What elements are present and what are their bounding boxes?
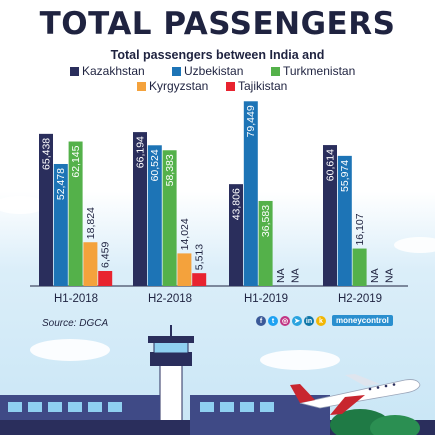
control-tower-icon <box>148 325 194 435</box>
x-tick-label: H1-2018 <box>54 293 98 305</box>
data-label: 60,614 <box>324 149 336 181</box>
legend-item-turkmenistan: Turkmenistan <box>271 64 355 78</box>
legend-swatch <box>70 66 79 76</box>
source-note: Source: DGCA <box>42 318 109 329</box>
data-label: 6,459 <box>100 242 112 268</box>
legend-label: Turkmenistan <box>283 64 356 78</box>
koo-icon[interactable]: k <box>316 316 326 326</box>
bar-uzbekistan-h2-2018 <box>147 145 162 286</box>
instagram-icon[interactable]: ◎ <box>280 316 290 326</box>
legend-item-tajikistan: Tajikistan <box>226 79 287 93</box>
data-label: 62,145 <box>70 145 82 177</box>
data-label: 55,974 <box>339 160 351 192</box>
data-label: 43,806 <box>230 188 242 220</box>
legend-label: Uzbekistan <box>184 64 244 78</box>
bar-tajikistan-h2-2018 <box>192 273 207 286</box>
na-label: NA <box>290 268 302 283</box>
data-label: 52,478 <box>55 168 67 200</box>
airplane-icon <box>290 374 421 415</box>
bar-kazakhstan-h2-2018 <box>133 132 147 286</box>
data-label: 14,024 <box>179 218 191 250</box>
legend-label: Tajikistan <box>238 79 288 93</box>
bar-kazakhstan-h2-2019 <box>323 145 337 286</box>
legend-item-kazakhstan: Kazakhstan <box>70 64 145 78</box>
x-tick-label: H2-2019 <box>338 293 382 305</box>
legend-swatch <box>271 66 280 76</box>
data-label: 66,194 <box>134 136 146 168</box>
legend-swatch <box>172 66 181 76</box>
na-label: NA <box>369 268 381 283</box>
data-label: 36,583 <box>260 205 272 237</box>
legend-swatch <box>226 81 235 91</box>
bar-uzbekistan-h1-2018 <box>53 163 68 286</box>
data-label: 58,383 <box>164 154 176 186</box>
social-icons: f t ◎ ➤ in k <box>256 316 326 326</box>
bar-kyrgyzstan-h2-2018 <box>177 253 192 286</box>
x-tick-label: H1-2019 <box>244 293 288 305</box>
facebook-icon[interactable]: f <box>256 316 266 326</box>
legend-label: Kazakhstan <box>82 64 145 78</box>
bar-turkmenistan-h1-2018 <box>68 141 83 286</box>
legend-swatch <box>137 81 146 91</box>
data-label: 5,513 <box>194 244 206 270</box>
bar-uzbekistan-h2-2019 <box>337 155 352 286</box>
bar-turkmenistan-h2-2018 <box>162 150 177 286</box>
na-label: NA <box>275 268 287 283</box>
telegram-icon[interactable]: ➤ <box>292 316 302 326</box>
bar-kyrgyzstan-h1-2018 <box>83 242 98 286</box>
brand-logo[interactable]: moneycontrol <box>332 315 393 326</box>
legend-label: Kyrgyzstan <box>149 79 209 93</box>
data-label: 16,107 <box>354 213 366 245</box>
cloud-shapes <box>0 140 435 370</box>
twitter-icon[interactable]: t <box>268 316 278 326</box>
data-label: 18,824 <box>85 207 97 239</box>
data-label: 60,524 <box>149 149 161 181</box>
x-tick-label: H2-2018 <box>148 293 192 305</box>
bar-uzbekistan-h1-2019 <box>243 101 258 287</box>
tree-icon <box>330 409 420 435</box>
data-label: 79,449 <box>245 105 257 137</box>
bar-turkmenistan-h1-2019 <box>258 200 273 286</box>
bar-tajikistan-h1-2018 <box>98 270 113 286</box>
data-label: 65,438 <box>40 138 52 170</box>
bar-turkmenistan-h2-2019 <box>352 248 367 286</box>
bar-kazakhstan-h1-2018 <box>39 133 53 286</box>
na-label: NA <box>384 268 396 283</box>
legend-item-kyrgyzstan: Kyrgyzstan <box>137 79 208 93</box>
bar-kazakhstan-h1-2019 <box>229 184 243 286</box>
legend-item-uzbekistan: Uzbekistan <box>172 64 243 78</box>
chart-subtitle: Total passengers between India and <box>110 48 325 62</box>
page-title: TOTAL PASSENGERS <box>39 6 396 42</box>
linkedin-icon[interactable]: in <box>304 316 314 326</box>
